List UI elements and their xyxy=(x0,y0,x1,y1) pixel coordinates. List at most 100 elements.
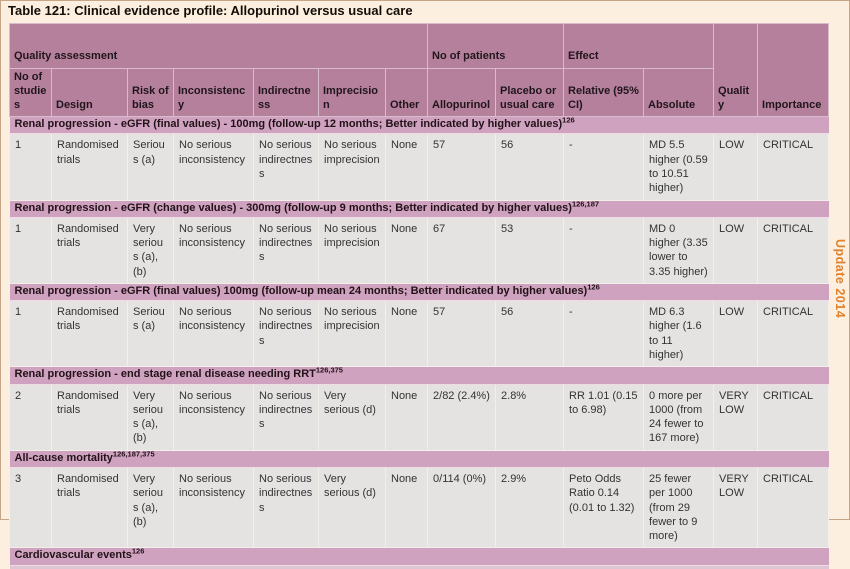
evidence-row: 2 Randomised trials Very serious (a),(b)… xyxy=(9,383,830,451)
cell-imprecision: No serious imprecision xyxy=(318,300,386,368)
cell-indirectness: No serious indirectness xyxy=(253,216,319,285)
col-header-risk-of-bias: Risk of bias xyxy=(127,67,174,118)
cell-importance: CRITICAL xyxy=(757,216,830,285)
cell-placebo: 2.8% xyxy=(495,383,565,451)
outcome-section-title: Renal progression - eGFR (change values)… xyxy=(9,199,829,218)
cell-other: None xyxy=(384,466,429,549)
column-header-row: No of studies Design Risk of bias Incons… xyxy=(9,67,829,118)
cell-inconsistency: No serious inconsistency xyxy=(173,466,254,549)
clinical-evidence-table: Quality assessment No of patients Effect… xyxy=(8,22,830,569)
cell-other: None xyxy=(384,216,429,285)
cell-placebo: 2.9% xyxy=(495,466,565,549)
outcome-section-row: Renal progression - eGFR (final values) … xyxy=(9,282,829,302)
cell-indirectness: No serious indirectness xyxy=(253,133,319,201)
section-title-reference: 126 xyxy=(131,547,145,556)
cell-no-of-studies: 1 xyxy=(9,300,52,368)
group-header-no-of-patients: No of patients xyxy=(427,23,565,69)
cell-design: Randomised trials xyxy=(51,300,128,368)
cell-importance: CRITICAL xyxy=(757,133,830,201)
section-title-text: Cardiovascular events xyxy=(14,549,132,562)
cell-absolute: MD 5.5 higher (0.59 to 10.51 higher) xyxy=(643,133,715,201)
cell-placebo: 53 xyxy=(495,216,565,285)
cell-relative: - xyxy=(563,300,645,368)
cell-relative: - xyxy=(563,216,645,285)
col-header-importance: Importance xyxy=(757,22,830,118)
cell-allopurinol: 57 xyxy=(427,300,497,368)
evidence-row: 3 Randomised trials Very serious (a),(b)… xyxy=(9,466,830,549)
cell-imprecision: Very serious (d) xyxy=(318,466,386,549)
cell-inconsistency: No serious inconsistency xyxy=(173,133,254,201)
evidence-row: 1 Randomised trials Very serious (a),(b)… xyxy=(9,216,830,285)
cell-relative: RR 1.01 (0.15 to 6.98) xyxy=(563,383,645,451)
cell-no-of-studies: 1 xyxy=(9,216,52,285)
outcome-section-title: Cardiovascular events126 xyxy=(9,547,829,566)
cell-design: Randomised trials xyxy=(51,466,128,549)
cell-importance: CRITICAL xyxy=(757,466,830,549)
cell-allopurinol: 2/82 (2.4%) xyxy=(427,383,497,451)
section-title-text: Renal progression - eGFR (change values)… xyxy=(14,201,572,214)
cell-indirectness: No serious indirectness xyxy=(253,383,319,451)
col-header-placebo: Placebo or usual care xyxy=(495,67,565,118)
cell-importance: CRITICAL xyxy=(757,300,830,368)
cell-absolute: MD 6.3 higher (1.6 to 11 higher) xyxy=(643,300,715,368)
cell-allopurinol: 0/114 (0%) xyxy=(427,466,497,549)
cell-other: None xyxy=(384,383,429,451)
cell-inconsistency: No serious inconsistency xyxy=(173,300,254,368)
cell-inconsistency: No serious inconsistency xyxy=(173,383,254,451)
section-title-reference: 126 xyxy=(587,283,600,292)
update-2014-watermark: Update 2014 xyxy=(833,239,847,319)
cell-importance: CRITICAL xyxy=(757,383,830,451)
outcome-section-row: Renal progression - eGFR (final values) … xyxy=(9,116,829,135)
cell-risk-of-bias: Serious (a) xyxy=(127,300,174,368)
cell-design: Randomised trials xyxy=(51,216,128,285)
section-title-text: All-cause mortality xyxy=(14,451,113,464)
evidence-row: 1 Randomised trials Serious (a) No serio… xyxy=(9,133,830,201)
col-header-other: Other xyxy=(384,67,429,118)
cell-relative: - xyxy=(563,133,645,201)
section-title-reference: 126,187,375 xyxy=(112,450,155,459)
cell-other: None xyxy=(384,133,429,201)
cell-quality: VERY LOW xyxy=(713,383,759,451)
section-title-text: Renal progression - end stage renal dise… xyxy=(14,368,316,381)
outcome-section-title: Renal progression - end stage renal dise… xyxy=(9,366,829,385)
col-header-design: Design xyxy=(51,67,128,118)
group-header-effect: Effect xyxy=(563,23,715,69)
outcome-section-row: All-cause mortality126,187,375 xyxy=(9,449,829,468)
cell-allopurinol: 57 xyxy=(427,133,497,201)
cutoff-row-strip xyxy=(9,565,829,569)
cell-imprecision: No serious imprecision xyxy=(318,216,386,285)
cell-allopurinol: 67 xyxy=(427,216,497,285)
cell-design: Randomised trials xyxy=(51,133,128,201)
cell-risk-of-bias: Very serious (a),(b) xyxy=(127,216,174,285)
outcome-section-title: All-cause mortality126,187,375 xyxy=(9,449,829,468)
outcome-section-row: Renal progression - eGFR (change values)… xyxy=(9,199,829,218)
cell-no-of-studies: 1 xyxy=(9,133,52,201)
cell-quality: LOW xyxy=(713,300,759,368)
cell-placebo: 56 xyxy=(495,300,565,368)
outcome-section-row: Cardiovascular events126 xyxy=(9,547,829,566)
col-header-indirectness: Indirectness xyxy=(253,67,319,118)
cell-no-of-studies: 2 xyxy=(9,383,52,451)
cell-risk-of-bias: Very serious (a),(b) xyxy=(127,466,174,549)
cell-indirectness: No serious indirectness xyxy=(253,300,319,368)
cell-quality: LOW xyxy=(713,133,759,201)
cell-relative: Peto Odds Ratio 0.14 (0.01 to 1.32) xyxy=(563,466,645,549)
cell-absolute: MD 0 higher (3.35 lower to 3.35 higher) xyxy=(643,216,715,285)
col-header-absolute: Absolute xyxy=(643,67,715,118)
section-title-text: Renal progression - eGFR (final values) … xyxy=(14,118,563,131)
col-header-imprecision: Imprecision xyxy=(318,67,386,118)
group-header-row: Quality assessment No of patients Effect… xyxy=(8,22,830,118)
cell-placebo: 56 xyxy=(495,133,565,201)
cell-risk-of-bias: Very serious (a),(b) xyxy=(127,383,174,451)
cell-imprecision: No serious imprecision xyxy=(318,133,386,201)
section-title-reference: 126 xyxy=(562,116,575,125)
col-header-relative: Relative (95% CI) xyxy=(563,67,645,118)
outcome-section-title: Renal progression - eGFR (final values) … xyxy=(9,282,829,302)
cutoff-row xyxy=(9,565,829,569)
section-title-text: Renal progression - eGFR (final values) … xyxy=(14,285,588,297)
cell-other: None xyxy=(384,300,429,368)
cell-indirectness: No serious indirectness xyxy=(253,466,319,549)
table-title: Table 121: Clinical evidence profile: Al… xyxy=(8,3,413,18)
cell-risk-of-bias: Serious (a) xyxy=(127,133,174,201)
group-header-quality-assessment: Quality assessment xyxy=(8,23,429,69)
